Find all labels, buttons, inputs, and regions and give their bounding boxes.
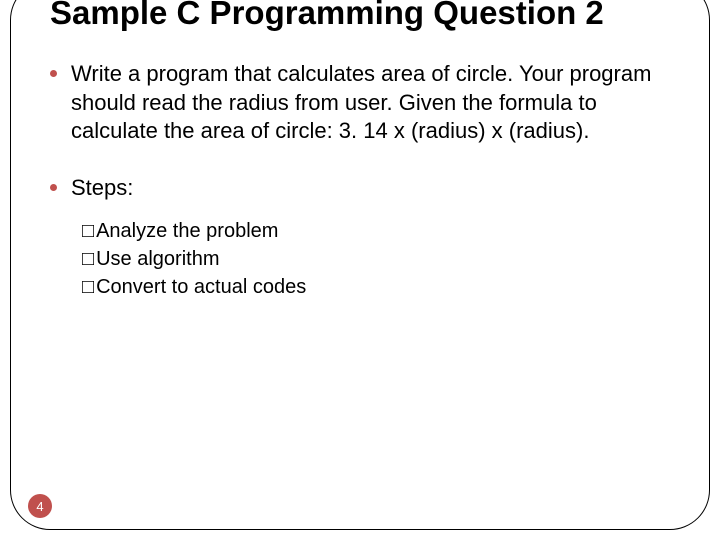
sub-item: □ Convert to actual codes bbox=[82, 274, 670, 300]
sub-item-text: Convert to actual codes bbox=[96, 274, 306, 300]
checkbox-icon: □ bbox=[82, 246, 94, 272]
page-number-text: 4 bbox=[36, 499, 43, 514]
bullet-dot-icon bbox=[50, 70, 57, 77]
sub-item-text: Use algorithm bbox=[96, 246, 219, 272]
sub-item: □ Use algorithm bbox=[82, 246, 670, 272]
page-number-badge: 4 bbox=[28, 494, 52, 518]
sub-item-text: Analyze the problem bbox=[96, 218, 278, 244]
sub-list: □ Analyze the problem □ Use algorithm □ … bbox=[82, 218, 670, 300]
bullet-text: Write a program that calculates area of … bbox=[71, 60, 670, 146]
checkbox-icon: □ bbox=[82, 274, 94, 300]
slide-content: Sample C Programming Question 2 Write a … bbox=[0, 0, 720, 540]
slide-title: Sample C Programming Question 2 bbox=[50, 0, 670, 32]
bullet-dot-icon bbox=[50, 184, 57, 191]
bullet-text: Steps: bbox=[71, 174, 670, 203]
sub-item: □ Analyze the problem bbox=[82, 218, 670, 244]
checkbox-icon: □ bbox=[82, 218, 94, 244]
bullet-item: Write a program that calculates area of … bbox=[50, 60, 670, 146]
bullet-item: Steps: bbox=[50, 174, 670, 203]
